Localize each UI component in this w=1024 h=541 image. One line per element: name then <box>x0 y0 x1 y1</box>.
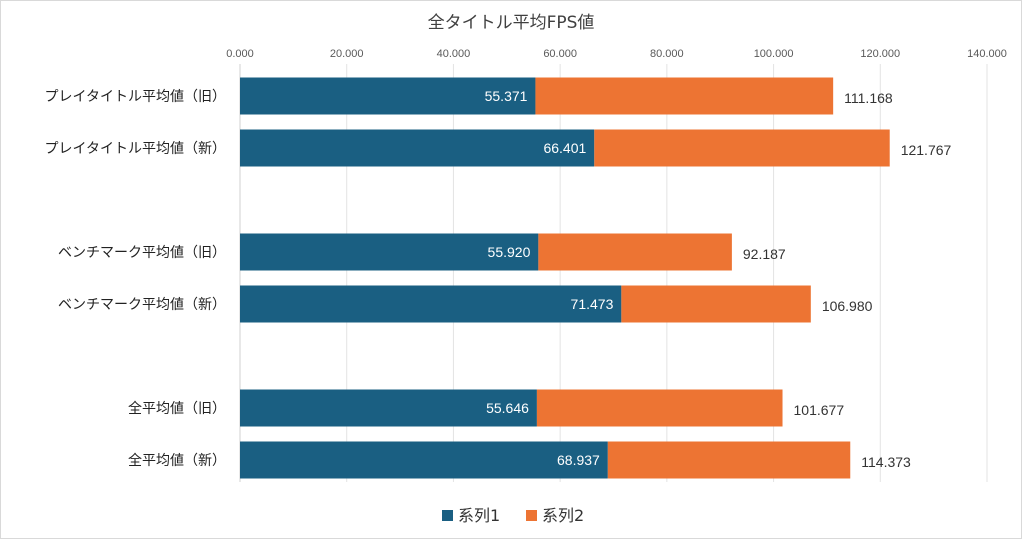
bar-series2 <box>594 129 890 167</box>
bar-series1 <box>240 233 539 271</box>
category-label: 全平均値（旧） <box>128 400 226 417</box>
bar-series2 <box>607 441 851 479</box>
data-label-series1: 55.646 <box>486 400 529 416</box>
category-labels: プレイタイトル平均値（旧） プレイタイトル平均値（新） ベンチマーク平均値（旧） ベン… <box>45 89 226 469</box>
data-label-series2: 101.677 <box>794 402 845 418</box>
x-tick-label: 100.000 <box>754 48 794 60</box>
legend-label: 系列1 <box>458 506 500 525</box>
x-tick-label: 20.000 <box>330 48 364 60</box>
legend-label: 系列2 <box>542 506 584 525</box>
x-tick-label: 40.000 <box>437 48 471 60</box>
bars <box>240 77 890 479</box>
data-label-series2: 92.187 <box>743 246 786 262</box>
bar-series1 <box>240 77 536 115</box>
data-labels: 55.371 111.168 66.401 121.767 55.920 92.187 71… <box>485 88 952 470</box>
bar-series1 <box>240 129 595 167</box>
data-label-series1: 66.401 <box>543 140 586 156</box>
bar-series1 <box>240 441 608 479</box>
category-label: ベンチマーク平均値（新） <box>58 297 226 313</box>
category-label: ベンチマーク平均値（旧） <box>58 245 226 261</box>
data-label-series1: 68.937 <box>557 452 600 468</box>
bar-series2 <box>621 285 811 323</box>
bar-series2 <box>536 389 783 427</box>
category-label: 全平均値（新） <box>128 452 226 469</box>
x-axis-ticks: 0.000 20.000 40.000 60.000 80.000 100.000 120.… <box>226 48 1007 60</box>
category-label: プレイタイトル平均値（新） <box>45 141 226 157</box>
bar-series2 <box>538 233 732 271</box>
x-tick-label: 120.000 <box>860 48 900 60</box>
bar-series1 <box>240 285 622 323</box>
legend-swatch <box>442 510 453 521</box>
data-label-series2: 111.168 <box>844 90 893 106</box>
data-label-series1: 71.473 <box>571 296 614 312</box>
bar-series1 <box>240 389 537 427</box>
legend: 系列1 系列2 <box>442 506 584 525</box>
data-label-series2: 121.767 <box>901 142 952 158</box>
data-label-series2: 114.373 <box>861 454 911 470</box>
legend-swatch <box>526 510 537 521</box>
data-label-series2: 106.980 <box>822 298 873 314</box>
x-tick-label: 140.000 <box>967 48 1007 60</box>
chart-title: 全タイトル平均FPS値 <box>428 13 595 33</box>
x-tick-label: 60.000 <box>543 48 577 60</box>
bar-series2 <box>535 77 834 115</box>
data-label-series1: 55.920 <box>488 244 531 260</box>
category-label: プレイタイトル平均値（旧） <box>45 89 226 105</box>
x-tick-label: 80.000 <box>650 48 684 60</box>
data-label-series1: 55.371 <box>485 88 528 104</box>
x-tick-label: 0.000 <box>226 48 254 60</box>
